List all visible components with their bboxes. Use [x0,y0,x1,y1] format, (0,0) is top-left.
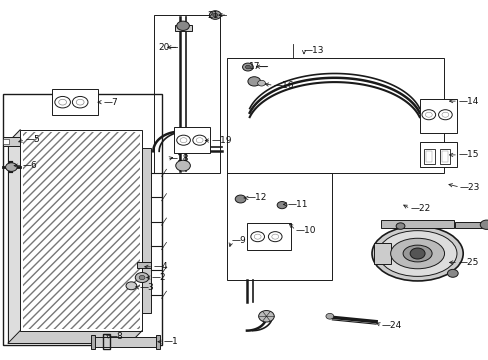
Text: —15: —15 [457,150,478,159]
Bar [103,334,110,349]
Circle shape [5,163,17,171]
Bar [154,15,220,173]
Bar [91,335,95,348]
Text: —13: —13 [304,46,324,55]
Bar [3,137,20,146]
Text: —12: —12 [246,193,267,202]
Text: 20—: 20— [158,43,178,52]
Text: 21—: 21— [206,10,227,19]
Bar [441,151,447,162]
Circle shape [209,11,221,19]
Circle shape [235,195,245,203]
Circle shape [135,273,149,283]
Text: —11: —11 [287,200,307,209]
Text: 17—: 17— [249,62,269,71]
Bar [22,132,140,329]
Polygon shape [8,330,142,343]
Text: —3: —3 [140,283,154,292]
Text: —18: —18 [168,154,189,163]
Text: —5: —5 [25,135,40,144]
Polygon shape [8,130,20,343]
Text: —6: —6 [22,161,37,170]
Bar [373,243,390,264]
Circle shape [257,80,265,86]
Circle shape [175,160,190,171]
Text: —14: —14 [457,96,477,105]
Bar [380,220,453,228]
Circle shape [247,77,260,86]
Circle shape [258,311,274,322]
Bar [426,151,431,162]
Text: —22: —22 [409,204,429,213]
Text: —25: —25 [457,258,477,267]
Bar [227,173,331,280]
Circle shape [242,63,253,71]
Bar [173,127,210,153]
Text: —9: —9 [231,237,245,246]
Circle shape [139,275,145,280]
Bar [137,262,151,268]
Circle shape [395,223,404,229]
Bar [419,142,456,167]
Text: —1: —1 [163,337,179,346]
Text: —24: —24 [381,321,402,330]
Bar [423,149,434,164]
Bar [227,58,444,173]
Circle shape [325,314,333,319]
Text: —23: —23 [459,183,479,192]
Circle shape [447,269,457,277]
Bar [419,99,456,134]
Bar [93,337,157,347]
Ellipse shape [402,245,431,262]
Bar [454,222,486,228]
Bar [20,130,142,330]
Text: —7: —7 [103,98,118,107]
Bar [175,25,192,31]
Circle shape [126,282,137,290]
Bar [439,149,449,164]
Text: —2: —2 [152,273,166,282]
Circle shape [245,65,250,69]
Ellipse shape [371,226,462,281]
Text: —4: —4 [153,262,167,271]
Circle shape [479,220,488,229]
Bar [142,148,151,313]
Text: —10: —10 [295,226,316,235]
Bar [3,94,161,345]
Text: —8: —8 [109,332,123,341]
Text: —16: —16 [273,81,294,90]
Text: —19: —19 [211,136,231,145]
Circle shape [409,248,424,259]
Bar [156,335,159,348]
Circle shape [277,202,286,209]
Bar [3,139,9,144]
Bar [246,223,290,250]
Bar [52,89,98,116]
Ellipse shape [377,231,456,276]
Circle shape [212,13,217,17]
Ellipse shape [390,238,444,269]
Circle shape [176,21,189,31]
